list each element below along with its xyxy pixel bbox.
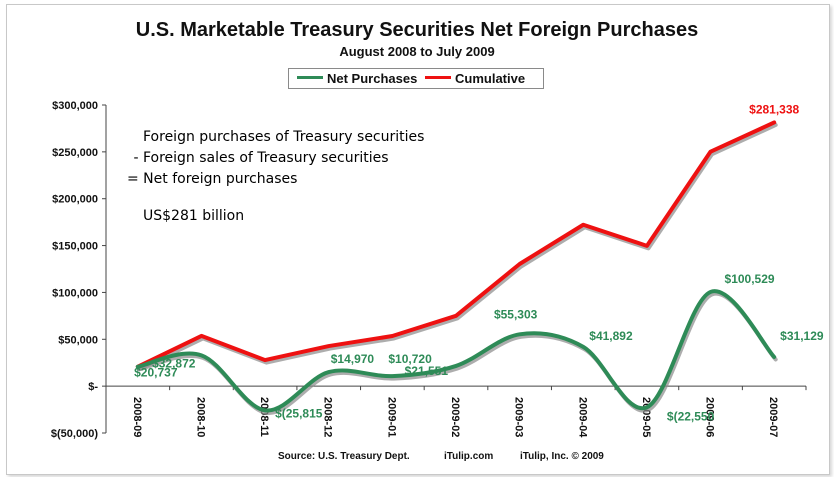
data-label: $31,129 — [780, 329, 824, 343]
data-label: $(22,550 — [667, 409, 715, 423]
data-label: $(25,815 — [275, 406, 323, 420]
x-tick-label: 2008-11 — [258, 397, 270, 437]
series-line-net-purchases — [135, 289, 777, 413]
data-label: $10,720 — [388, 352, 432, 366]
x-tick-label: 2008-09 — [131, 397, 143, 437]
y-tick-label: $100,000 — [52, 287, 98, 299]
y-tick-label: $- — [88, 381, 98, 393]
legend: Net Purchases Cumulative — [288, 68, 544, 89]
data-label: $20,737 — [134, 366, 178, 380]
x-tick-label: 2009-07 — [767, 397, 779, 437]
legend-label-cumulative: Cumulative — [455, 71, 526, 86]
source-credit: Source: U.S. Treasury Dept. — [278, 451, 410, 462]
series-shadow-cumulative — [137, 122, 778, 372]
legend-label-net-purchases: Net Purchases — [327, 71, 418, 86]
data-label: $21,551 — [405, 364, 449, 378]
x-tick-label: 2009-01 — [385, 397, 397, 437]
annotation-total: US$281 billion — [143, 208, 245, 224]
x-tick-label: 2009-03 — [513, 397, 525, 437]
series-line-cumulative — [135, 120, 777, 369]
x-tick-label: 2009-06 — [704, 397, 716, 437]
data-label: $41,892 — [589, 329, 633, 343]
data-label: $55,303 — [494, 307, 538, 321]
data-label: $281,338 — [749, 102, 799, 116]
y-tick-label: $150,000 — [52, 241, 98, 253]
y-tick-label: $300,000 — [52, 100, 98, 112]
y-tick-label: $50,000 — [58, 334, 98, 346]
annotation-line-1: Foreign purchases of Treasury securities — [143, 129, 425, 145]
annotation-line-2: - Foreign sales of Treasury securities — [129, 150, 389, 166]
annotation-line-3: = Net foreign purchases — [127, 171, 298, 187]
chart-title: U.S. Marketable Treasury Securities Net … — [135, 19, 699, 41]
y-tick-label: $200,000 — [52, 194, 98, 206]
legend-swatch-net-purchases — [297, 76, 323, 80]
x-tick-label: 2009-04 — [576, 397, 588, 438]
legend-item-cumulative: Cumulative — [425, 71, 525, 87]
series-shadow-net-purchases — [137, 291, 778, 415]
y-tick-label: $(50,000) — [51, 428, 98, 440]
x-tick-label: 2009-02 — [449, 397, 461, 437]
legend-swatch-cumulative — [425, 76, 451, 80]
source-copyright: iTulip, Inc. © 2009 — [520, 451, 604, 462]
y-tick-label: $250,000 — [52, 147, 98, 159]
data-label: $100,529 — [725, 272, 775, 286]
data-label: $14,970 — [331, 352, 375, 366]
x-tick-label: 2008-10 — [194, 397, 206, 437]
chart-subtitle: August 2008 to July 2009 — [339, 44, 495, 59]
x-tick-label: 2008-12 — [322, 397, 334, 437]
data-label: $32,872 — [152, 356, 196, 370]
legend-item-net-purchases: Net Purchases — [297, 71, 417, 87]
source-site: iTulip.com — [444, 451, 494, 462]
